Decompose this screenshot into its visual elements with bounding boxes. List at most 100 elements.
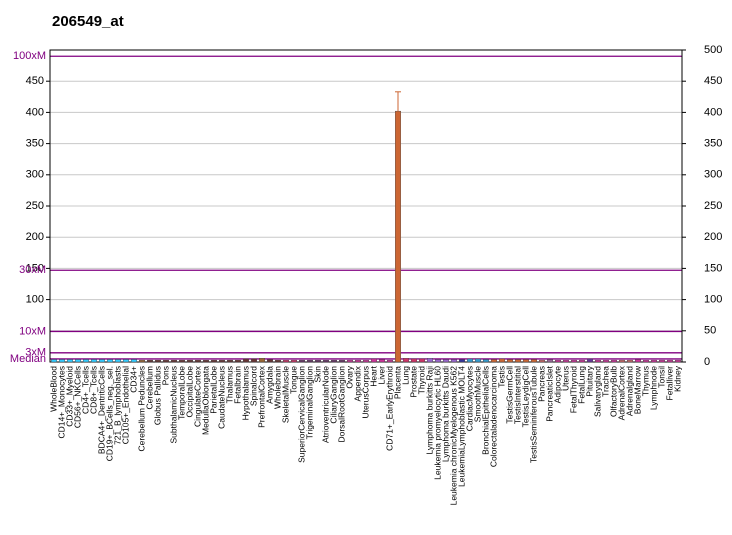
x-tick-label: CiliaryGanglion (328, 366, 338, 424)
bar (226, 359, 233, 363)
x-tick-label: Pons (160, 366, 170, 385)
bar (122, 359, 129, 363)
x-tick-label: Pancreas (536, 366, 546, 402)
bar (379, 359, 386, 363)
bar (595, 359, 602, 363)
x-tick-label: TestisSeminiferousTubule (528, 366, 538, 463)
bar (587, 358, 594, 363)
bar (539, 359, 546, 363)
chart-title: 206549_at (52, 13, 124, 30)
x-tick-label: Tongue (288, 366, 298, 394)
x-tick-label: BDCA4+_DentriticCells (96, 366, 106, 454)
x-tick-label: SuperiorCervicalGanglion (296, 366, 306, 463)
x-tick-label: WholeBlood (48, 366, 58, 412)
bar (106, 359, 113, 363)
bar (146, 359, 153, 363)
reference-label: 3xM (25, 347, 46, 359)
x-tick-label: CingulateCortex (192, 365, 202, 427)
bar (659, 359, 666, 363)
x-tick-label: ParietalLobe (208, 366, 218, 414)
y2-tick-label: 500 (704, 44, 722, 56)
x-tick-label: Ovary (344, 365, 354, 388)
x-tick-label: Hypothalamus (240, 366, 250, 420)
bar (170, 359, 177, 363)
bar (627, 359, 634, 363)
bar (275, 359, 282, 363)
bar (242, 358, 249, 363)
x-tick-label: CardiacMyocytes (464, 366, 474, 431)
x-tick-label: CD33+_Myeloid (64, 366, 74, 427)
bar (339, 359, 346, 363)
x-tick-label: FetalThyroid (568, 366, 578, 414)
bar (299, 359, 306, 363)
bar (234, 359, 241, 363)
bar (651, 359, 658, 363)
x-tick-label: Thalamus (224, 366, 234, 403)
bar (82, 359, 89, 363)
x-tick-label: Tonsil (656, 366, 666, 388)
bar (467, 358, 474, 363)
x-tick-label: TemporalLobe (176, 366, 186, 420)
x-tick-label: BronchialEpithelialCells (480, 366, 490, 455)
x-tick-label: Thyroid (416, 366, 426, 395)
x-tick-label: Testis (496, 366, 506, 388)
bar (435, 359, 442, 363)
bar (130, 359, 137, 363)
bar (531, 359, 538, 363)
reference-label: 10xM (19, 325, 46, 337)
bar (355, 359, 362, 363)
bar (194, 359, 201, 363)
x-tick-label: PrefrontalCortex (256, 365, 266, 428)
bar (98, 359, 105, 363)
x-tick-label: MedullaOblongata (200, 366, 210, 435)
bar (138, 359, 145, 363)
x-tick-label: AdrenalCortex (616, 365, 626, 420)
bar (162, 359, 169, 363)
x-tick-label: SmoothMuscle (472, 366, 482, 422)
bar (363, 359, 370, 363)
x-tick-label: BoneMarrow (632, 365, 642, 414)
x-tick-label: Adipocyte (552, 366, 562, 404)
x-tick-label: Cerebellum (144, 366, 154, 409)
y2-tick-label: 400 (704, 106, 722, 118)
bar (90, 359, 97, 363)
x-tick-label: 721_B_lymphoblasts (112, 366, 122, 445)
x-tick-label: CD19+_BCells_neg._sel. (104, 366, 114, 461)
y-tick-label: 400 (26, 106, 44, 118)
bar (579, 359, 586, 363)
bar (114, 359, 121, 363)
bar (667, 359, 674, 363)
bar (315, 359, 322, 363)
x-tick-label: Globus Pallidus (152, 366, 162, 425)
x-tick-label: PancreaticIslet (544, 365, 554, 421)
bar (491, 359, 498, 363)
y2-tick-label: 150 (704, 262, 722, 274)
bar (51, 359, 58, 363)
bar (507, 359, 514, 363)
bar (643, 359, 650, 363)
bar (419, 358, 426, 363)
reference-label: Median (10, 353, 46, 365)
bar (603, 359, 610, 363)
bar (523, 359, 530, 363)
x-tick-label: Skin (312, 366, 322, 383)
x-tick-label: Lung (400, 366, 410, 385)
x-tick-label: Uterus (560, 366, 570, 391)
bar (186, 359, 193, 363)
x-tick-label: Prostate (408, 366, 418, 398)
y-tick-label: 150 (26, 262, 44, 274)
x-tick-label: Liver (376, 366, 386, 385)
bar (307, 359, 314, 363)
x-tick-label: Trachea (600, 366, 610, 397)
x-tick-label: TrigeminalGanglion (304, 366, 314, 440)
y2-tick-label: 450 (704, 75, 722, 87)
bar (571, 359, 578, 363)
x-tick-label: Leukemia chronicMyelogenous K562 (448, 366, 458, 506)
x-tick-label: Colorectaladenocarcinoma (488, 366, 498, 467)
x-tick-label: SubthalamicNucleus (168, 366, 178, 443)
x-tick-label: CD105+_Endothelial (120, 366, 130, 444)
x-tick-label: CD56+_NKCells (72, 366, 82, 428)
bar (202, 359, 209, 363)
